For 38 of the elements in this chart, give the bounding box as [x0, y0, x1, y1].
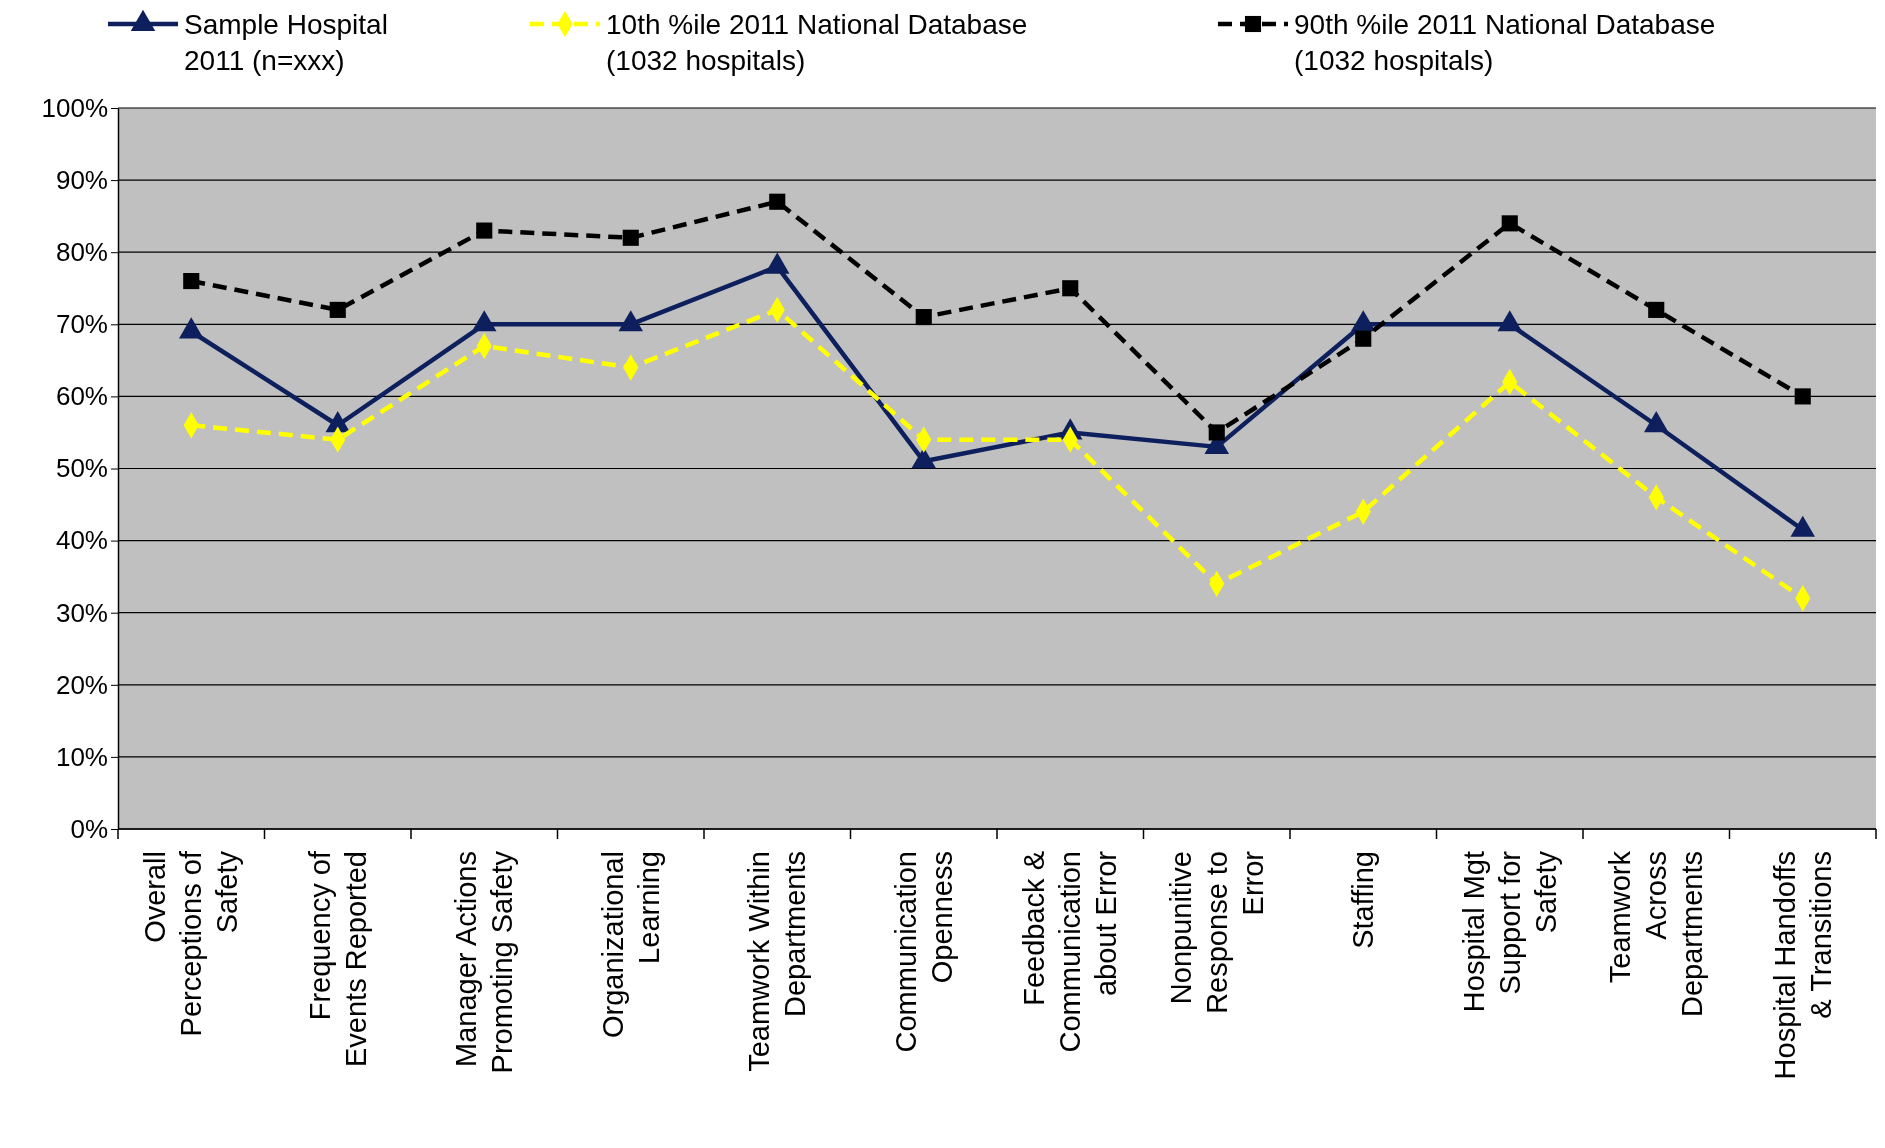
x-tick-label: Nonpunitive Response to Error [1164, 850, 1269, 1014]
point [1501, 215, 1518, 232]
y-tick-label: 10% [55, 741, 108, 772]
point [1648, 301, 1665, 318]
x-tick-label: Teamwork Across Departments [1604, 850, 1709, 1018]
y-tick-label: 60% [55, 381, 108, 412]
y-tick-label: 80% [55, 237, 108, 268]
legend-label: 10th %ile 2011 National Database (1032 hospitals) [606, 9, 1028, 76]
x-tick-label: Overall Perceptions of Safety [139, 850, 244, 1037]
point [1208, 424, 1225, 441]
point [183, 272, 200, 290]
x-tick-label: Communication Openness [889, 851, 958, 1053]
x-tick-label: Staffing [1347, 851, 1380, 949]
point [1062, 280, 1079, 297]
point [1794, 388, 1811, 405]
legend-label: 90th %ile 2011 National Database (1032 hospitals) [1294, 9, 1716, 76]
y-tick-label: 70% [55, 309, 108, 340]
point [915, 309, 932, 326]
point [769, 193, 786, 210]
y-tick-label: 100% [41, 92, 108, 123]
y-tick-label: 0% [70, 813, 108, 844]
legend-label: Sample Hospital 2011 (n=xxx) [184, 9, 388, 76]
x-tick-label: Organizational Learning [596, 851, 665, 1038]
x-tick-label: Feedback & Communication about Error [1018, 850, 1123, 1053]
x-tick-label: Hospital Handoffs & Transitions [1768, 851, 1837, 1080]
x-tick-label: Teamwork Within Departments [743, 851, 812, 1072]
point [622, 229, 639, 246]
x-tick-label: Hospital Mgt Support for Safety [1457, 850, 1562, 1013]
x-tick-label: Manager Actions Promoting Safety [450, 850, 519, 1074]
point [476, 222, 493, 239]
y-tick-label: 50% [55, 453, 108, 484]
y-tick-label: 90% [55, 164, 108, 195]
y-tick-label: 40% [55, 525, 108, 556]
x-tick-label: Frequency of Events Reported [303, 850, 372, 1068]
point [1355, 330, 1372, 347]
point [329, 301, 346, 318]
y-tick-label: 20% [55, 669, 108, 700]
y-tick-label: 30% [55, 597, 108, 628]
